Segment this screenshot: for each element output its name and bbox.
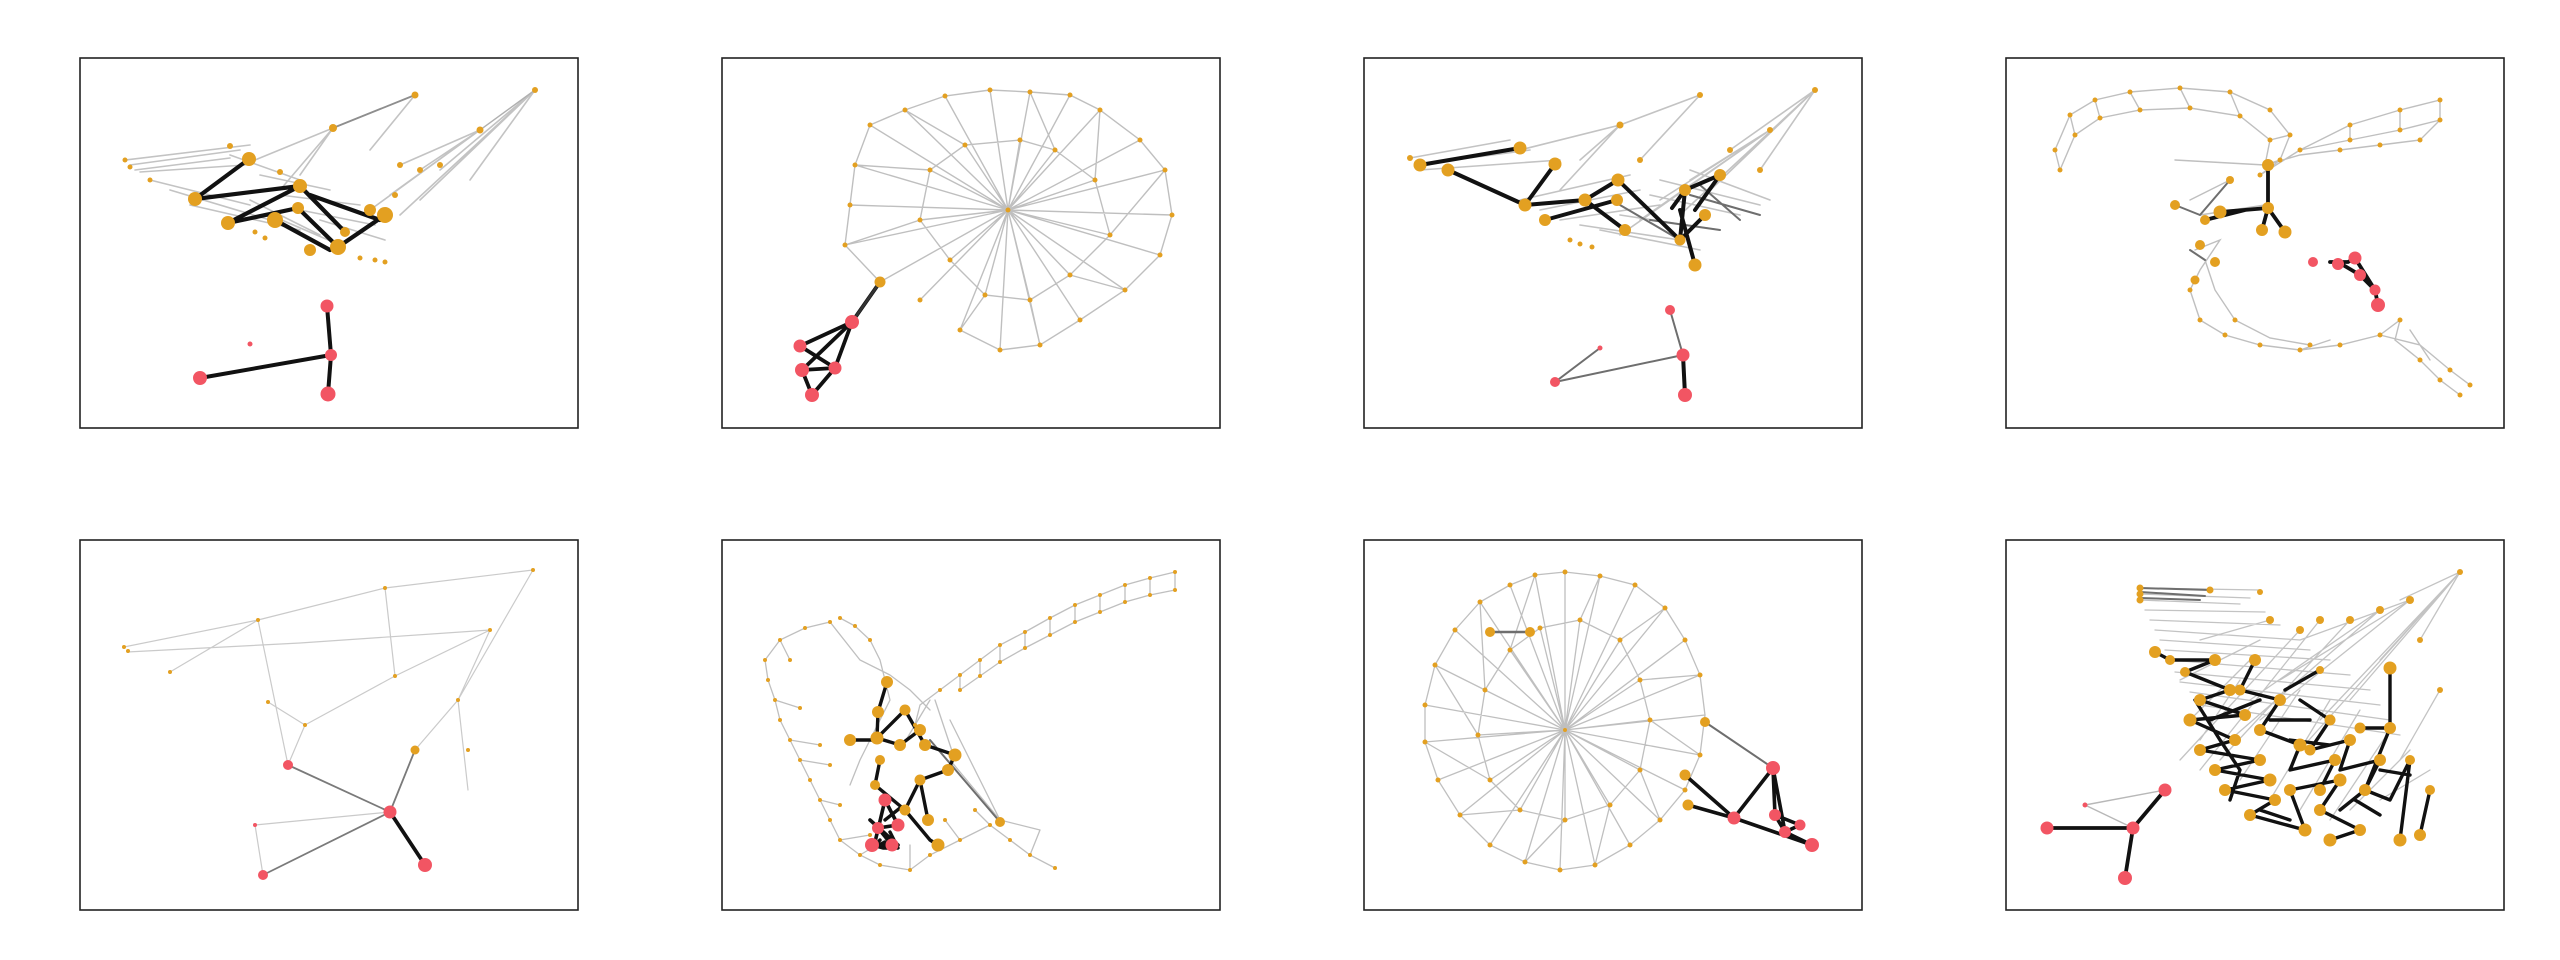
panel-4-graph [2052, 85, 2473, 398]
panel-7-graph [1422, 569, 1819, 873]
panel-7 [1363, 539, 1863, 911]
panel-2-edges [798, 89, 1173, 397]
panel-5-graph [122, 568, 535, 880]
panel-7-nodes [1422, 569, 1819, 873]
panel-2-nodes [793, 87, 1175, 402]
panel-2 [721, 57, 1221, 429]
panel-6-graph [763, 570, 1177, 872]
panel-2-graph [793, 87, 1175, 402]
panel-8-nodes [2040, 569, 2463, 885]
panel-6-frame [721, 539, 1221, 911]
panel-5-edges [123, 569, 534, 876]
panel-3-frame [1363, 57, 1863, 429]
panel-5 [79, 539, 579, 911]
panel-5-nodes [122, 568, 535, 880]
panel-8-frame [2005, 539, 2505, 911]
panel-8-graph [2040, 569, 2463, 885]
panel-3-graph [1407, 87, 1818, 402]
panel-6 [721, 539, 1221, 911]
panel-4 [2005, 57, 2505, 429]
panel-1-nodes [122, 87, 538, 402]
panel-4-nodes [2052, 85, 2473, 398]
panel-1-graph [122, 87, 538, 402]
panel-6-nodes [763, 570, 1177, 872]
panel-1 [79, 57, 579, 429]
panel-3-nodes [1407, 87, 1818, 402]
panel-5-frame [79, 539, 579, 911]
panel-8 [2005, 539, 2505, 911]
panel-3 [1363, 57, 1863, 429]
panel-4-frame [2005, 57, 2505, 429]
